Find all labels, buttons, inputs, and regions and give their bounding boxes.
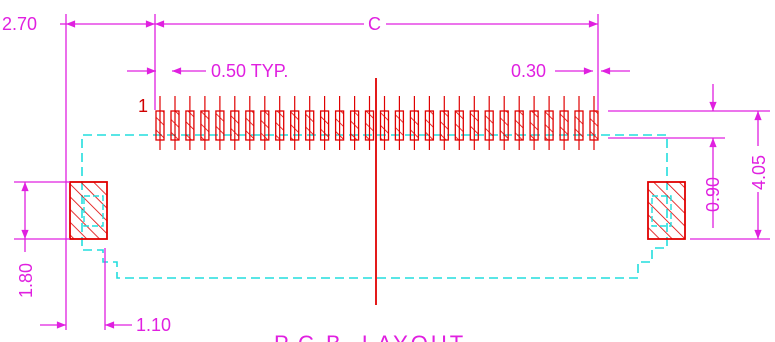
dim-overall-height-label: 4.05	[749, 155, 769, 190]
dim-side-pad-height-label: 1.80	[16, 263, 36, 298]
dim-pad-length-label: 0.90	[703, 177, 723, 212]
dim-pitch-label: 0.50 TYP.	[211, 61, 288, 81]
dim-side-pad-offset	[40, 248, 132, 330]
dim-overall-width-label: C	[368, 14, 381, 34]
dim-side-pad-height	[14, 181, 70, 252]
right-side-pad	[647, 181, 686, 240]
dim-side-pad-offset-label: 1.10	[136, 315, 171, 335]
left-side-pad	[69, 181, 108, 240]
connector-outline	[81, 134, 668, 279]
dim-pad-length	[608, 84, 725, 228]
dim-left-offset-label: 2.70	[2, 14, 37, 34]
drawing-title: P.C.B. LAYOUT	[274, 331, 466, 342]
pin-1-label: 1	[138, 96, 148, 116]
signal-pad-row	[155, 96, 599, 150]
dim-pad-width-label: 0.30	[511, 61, 546, 81]
dim-left-offset	[60, 14, 156, 330]
